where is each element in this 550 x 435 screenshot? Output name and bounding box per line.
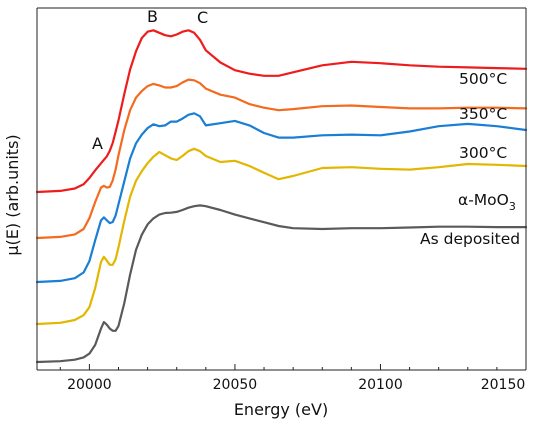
- series-line-3: [35, 112, 528, 284]
- series-line-2: [35, 147, 528, 326]
- x-tick-label-20100: 20100: [358, 377, 403, 393]
- series-label-350c: 350°C: [459, 105, 507, 123]
- series-line-4: [35, 78, 528, 240]
- series-label-alpha-moo3-subscript: 3: [509, 200, 516, 213]
- series-label-alpha-moo3: α-MoO3: [458, 191, 516, 213]
- peak-label-c: C: [197, 8, 208, 27]
- y-axis-title: μ(E) (arb.units): [3, 134, 22, 255]
- x-tick-label-20000: 20000: [67, 377, 112, 393]
- series-line-1: [35, 204, 528, 364]
- series-label-300c: 300°C: [459, 144, 507, 162]
- series-line-5: [35, 29, 528, 194]
- x-tick-label-20050: 20050: [213, 377, 258, 393]
- series-label-alpha-moo3-text: α-MoO: [458, 191, 509, 209]
- peak-label-b: B: [147, 7, 158, 26]
- series-group: [35, 29, 528, 364]
- x-tick-group: 20000 20050 20100 20150: [59, 364, 527, 393]
- x-tick-label-20150: 20150: [481, 377, 526, 393]
- series-label-as-deposited: As deposited: [420, 230, 520, 248]
- x-axis-title: Energy (eV): [234, 400, 328, 419]
- peak-label-a: A: [92, 134, 103, 153]
- series-label-500c: 500°C: [459, 70, 507, 88]
